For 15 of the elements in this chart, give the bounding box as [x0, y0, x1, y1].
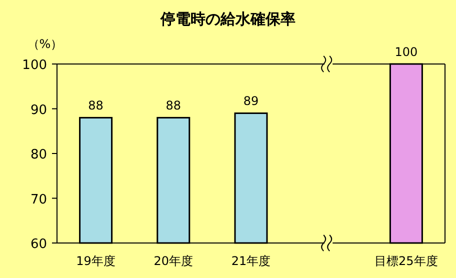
x-tick-label: 21年度: [231, 254, 271, 268]
chart-title: 停電時の給水確保率: [160, 10, 296, 28]
y-tick-label: 70: [30, 192, 47, 208]
y-tick-label: 60: [30, 237, 47, 252]
data-label: 88: [166, 98, 182, 113]
data-label: 88: [88, 98, 104, 113]
x-tick-label: 19年度: [76, 254, 116, 268]
y-tick-label: 100: [22, 58, 47, 73]
data-label: 89: [243, 94, 259, 108]
x-tick-label: 目標25年度: [374, 254, 438, 268]
x-tick-label: 20年度: [154, 254, 194, 268]
data-label: 100: [394, 45, 418, 59]
y-axis-title: （%）: [27, 37, 63, 51]
y-tick-label: 90: [30, 102, 47, 118]
y-tick-label: 80: [30, 148, 47, 162]
